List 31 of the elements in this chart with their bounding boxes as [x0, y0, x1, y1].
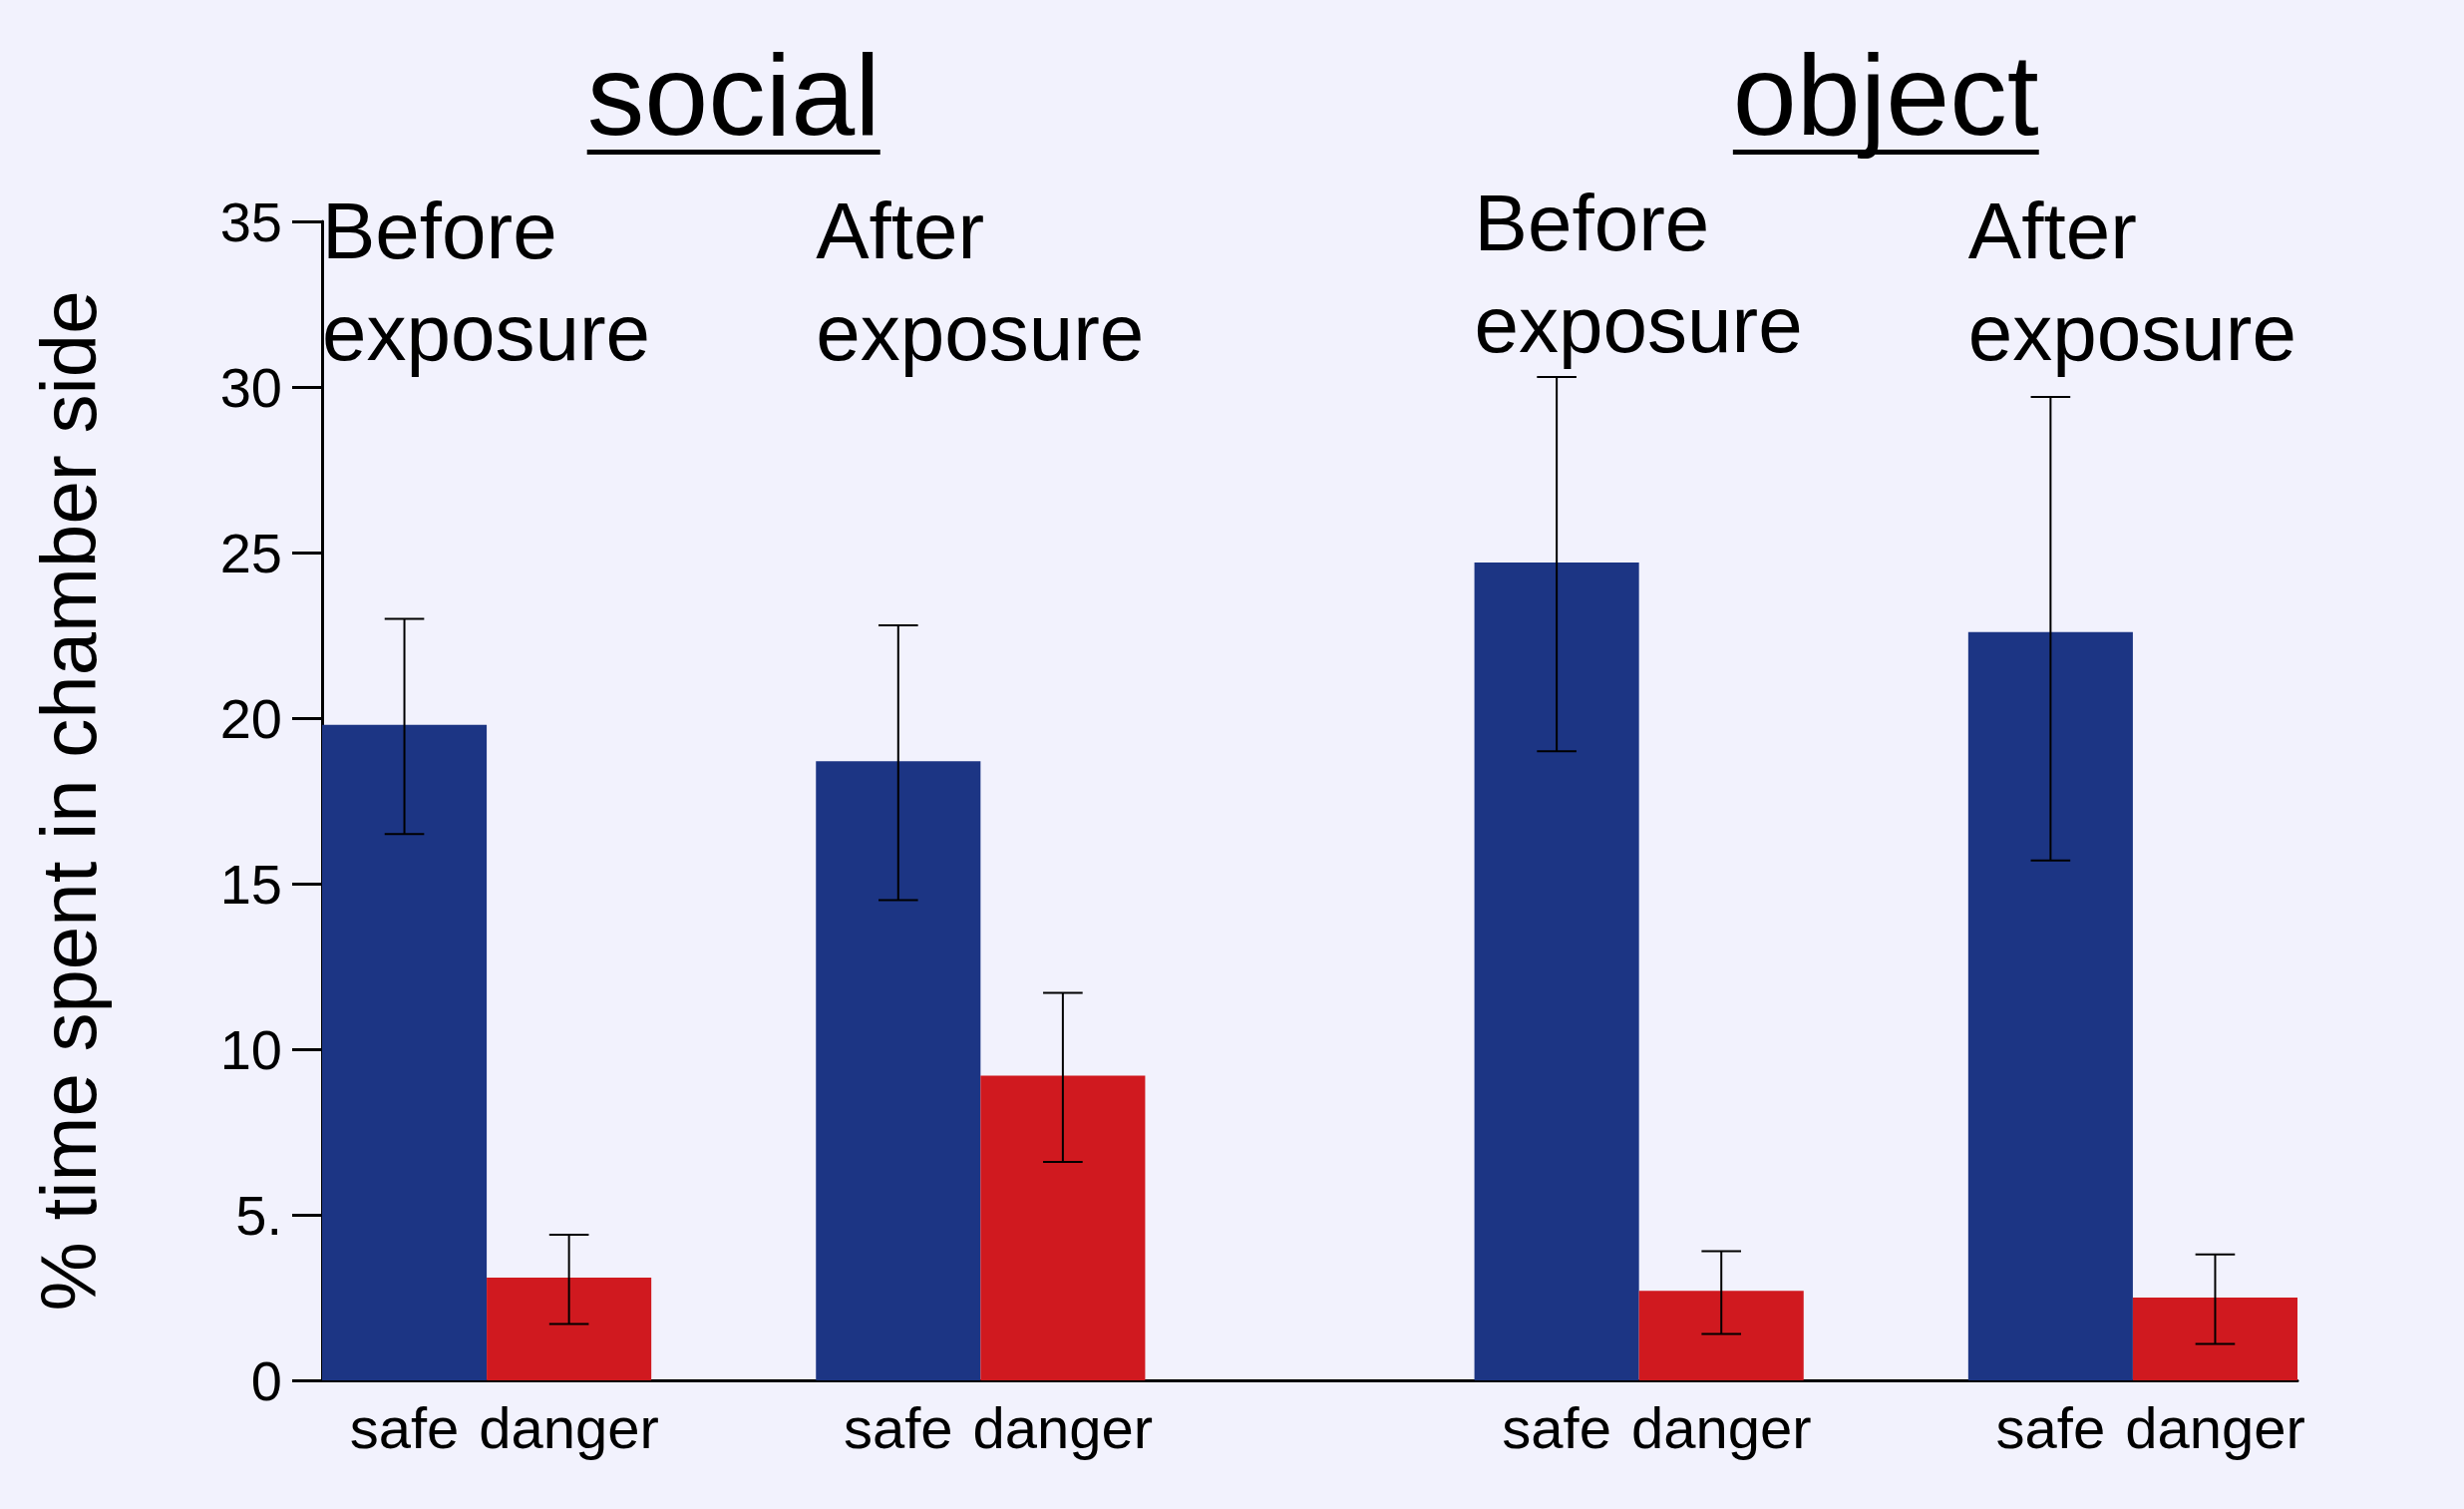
x-tick-label: danger — [972, 1394, 1154, 1460]
annotation: Before exposure — [322, 186, 651, 378]
annotation: After exposure — [816, 186, 1145, 378]
bar — [322, 724, 488, 1380]
y-axis-title: % time spent in chamber side — [25, 290, 113, 1312]
annotation: After exposure — [1967, 186, 2296, 378]
annotation: Before exposure — [1474, 178, 1803, 370]
x-tick-label: danger — [2125, 1394, 2305, 1460]
y-tick-label: 0 — [250, 1348, 282, 1412]
bar — [2132, 1298, 2297, 1380]
bar — [1967, 631, 2133, 1380]
x-tick-label: safe — [1502, 1394, 1611, 1460]
x-tick-label: safe — [349, 1394, 460, 1460]
bar — [487, 1278, 652, 1380]
y-tick-label: 25 — [219, 521, 282, 584]
x-tick-label: danger — [1630, 1394, 1812, 1460]
text: social — [586, 31, 880, 159]
y-tick-label: 15 — [219, 852, 282, 916]
y-tick-label: 10 — [219, 1017, 282, 1081]
y-tick-label: 5. — [235, 1183, 282, 1247]
text: object — [1732, 31, 2039, 159]
y-tick-label: 35 — [219, 189, 282, 253]
y-tick-label: 30 — [219, 355, 282, 419]
y-tick-label: 20 — [219, 686, 282, 750]
bar — [1638, 1291, 1804, 1380]
bar — [816, 761, 981, 1380]
x-tick-label: danger — [479, 1394, 659, 1460]
x-tick-label: safe — [1995, 1394, 2106, 1460]
bar — [980, 1075, 1146, 1380]
x-tick-label: safe — [843, 1394, 953, 1460]
bar — [1474, 562, 1639, 1380]
